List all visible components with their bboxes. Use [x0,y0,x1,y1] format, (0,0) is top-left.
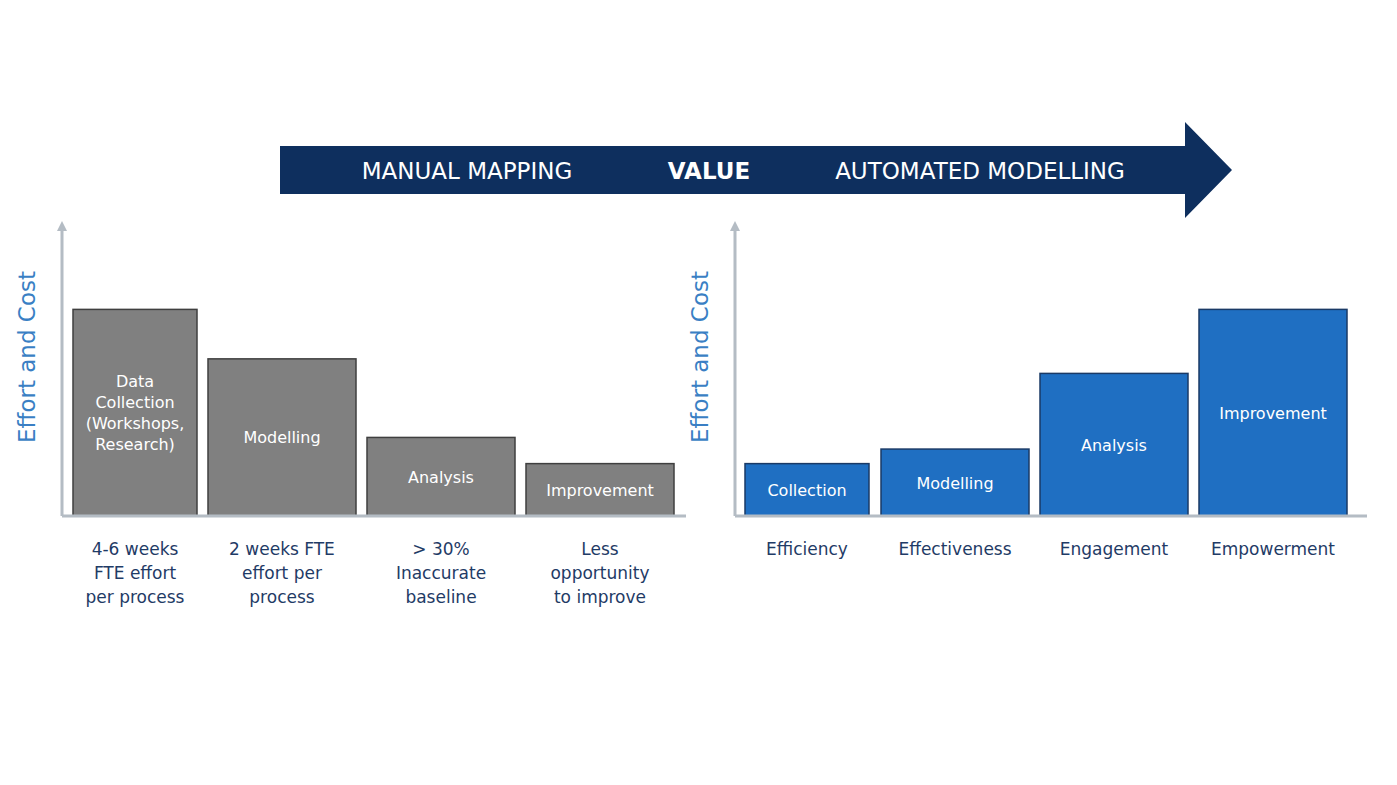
bar-annotation: Modelling [243,428,320,447]
bar-annotation: Analysis [408,468,474,487]
bar-annotation: Improvement [1219,404,1327,423]
category-label: Efficiency [766,539,848,559]
bar [208,359,356,516]
bar [745,464,869,516]
y-axis-label: Effort and Cost [687,271,713,443]
chart: DataCollection(Workshops,Research) Modell… [14,221,686,607]
bar-annotation: Modelling [916,474,993,493]
category-label: > 30%Inaccuratebaseline [396,539,486,607]
bar [367,437,515,516]
category-label: 2 weeks FTEeffort perprocess [229,539,335,607]
x-axis [735,515,1367,518]
y-axis-label: Effort and Cost [14,271,40,443]
bars [745,309,1347,516]
category-label: Lessopportunityto improve [550,539,649,607]
y-axis-arrow [57,221,67,231]
y-axis [734,225,737,516]
canvas: MANUAL MAPPING VALUE AUTOMATED MODELLING Da… [0,0,1397,785]
banner-text: AUTOMATED MODELLING [835,158,1125,184]
category-label: Empowerment [1211,539,1335,559]
banner-arrow [280,122,1232,218]
banner-text: VALUE [668,158,750,184]
x-axis [62,515,686,518]
chart: Collection Modelling Analysis Improvement Ef… [687,221,1367,559]
bar-annotation: Analysis [1081,436,1147,455]
banner-text: MANUAL MAPPING [362,158,573,184]
bar-annotation: DataCollection(Workshops,Research) [86,372,185,454]
category-label: 4-6 weeksFTE effortper process [86,539,185,607]
y-axis [61,225,64,516]
bar-annotation: Collection [767,481,846,500]
bar [73,309,197,516]
bar [881,449,1029,516]
category-label: Effectiveness [898,539,1011,559]
bar [1199,309,1347,516]
category-label: Engagement [1060,539,1169,559]
bar-annotation: Improvement [546,481,654,500]
bar [1040,373,1188,516]
y-axis-arrow [730,221,740,231]
bars [73,309,674,516]
bar [526,464,674,516]
